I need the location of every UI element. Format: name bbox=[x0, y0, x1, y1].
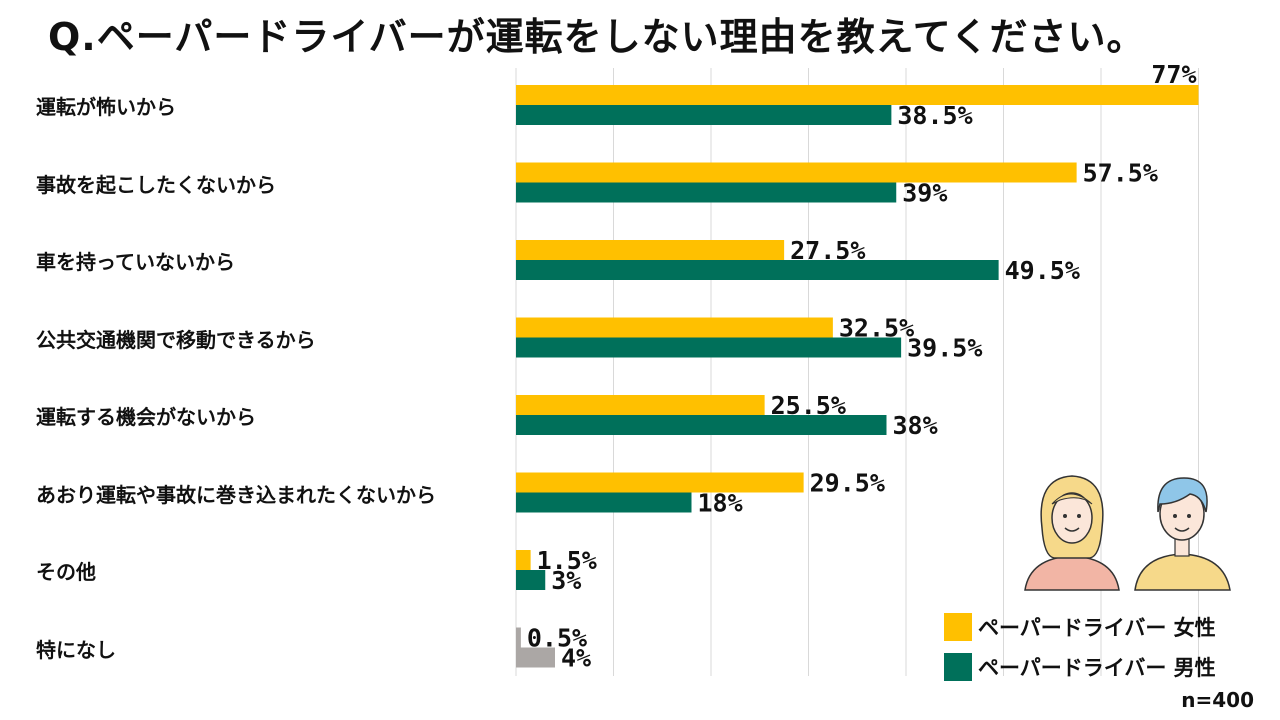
man-icon bbox=[1134, 477, 1231, 591]
legend-label-female: ペーパードライバー 女性 bbox=[978, 616, 1216, 640]
bar-female-7 bbox=[516, 627, 521, 648]
bar-male-0 bbox=[516, 105, 892, 125]
category-label: 公共交通機関で移動できるから bbox=[36, 327, 316, 352]
bar-female-1 bbox=[516, 162, 1077, 183]
category-label: 事故を起こしたくないから bbox=[36, 172, 276, 197]
legend-item-male: ペーパードライバー 男性 bbox=[944, 650, 1216, 684]
sample-size-note: n=400 bbox=[1181, 688, 1254, 712]
chart-title: Q.ペーパードライバーが運転をしない理由を教えてください。 bbox=[48, 15, 1146, 59]
bar-male-1 bbox=[516, 182, 897, 203]
bar-male-6 bbox=[516, 570, 546, 590]
legend: ペーパードライバー 女性 ペーパードライバー 男性 bbox=[944, 610, 1216, 690]
bar-female-0 bbox=[516, 85, 1199, 105]
woman-icon bbox=[1024, 475, 1120, 591]
legend-swatch-male bbox=[944, 653, 972, 681]
data-label: 38% bbox=[893, 411, 938, 440]
data-label: 3% bbox=[551, 566, 581, 595]
bar-female-3 bbox=[516, 317, 833, 338]
bar-female-4 bbox=[516, 395, 765, 415]
data-label: 39.5% bbox=[907, 334, 982, 363]
bar-female-5 bbox=[516, 472, 804, 493]
legend-label-male: ペーパードライバー 男性 bbox=[978, 656, 1216, 680]
data-label: 57.5% bbox=[1083, 159, 1158, 188]
bar-male-3 bbox=[516, 337, 902, 358]
bar-male-7 bbox=[516, 647, 555, 668]
data-label: 29.5% bbox=[810, 469, 885, 498]
category-label: 運転する機会がないから bbox=[36, 405, 256, 429]
bar-female-6 bbox=[516, 550, 531, 570]
category-label: その他 bbox=[36, 560, 96, 584]
bar-female-2 bbox=[516, 240, 785, 260]
data-label: 49.5% bbox=[1005, 256, 1080, 285]
category-label: あおり運転や事故に巻き込まれたくないから bbox=[36, 482, 436, 507]
data-label: 77% bbox=[1151, 60, 1196, 89]
bar-male-2 bbox=[516, 260, 999, 280]
bar-male-5 bbox=[516, 492, 692, 513]
category-label: 特になし bbox=[36, 637, 116, 662]
people-illustration bbox=[1024, 475, 1231, 591]
legend-swatch-female bbox=[944, 613, 972, 641]
bar-male-4 bbox=[516, 415, 887, 435]
category-label: 車を持っていないから bbox=[36, 250, 235, 274]
data-label: 4% bbox=[561, 644, 591, 673]
legend-item-female: ペーパードライバー 女性 bbox=[944, 610, 1216, 644]
data-label: 1.5% bbox=[537, 546, 597, 575]
data-label: 18% bbox=[698, 489, 743, 518]
category-label: 運転が怖いから bbox=[36, 95, 176, 119]
data-label: 38.5% bbox=[897, 101, 972, 130]
data-label: 39% bbox=[902, 179, 947, 208]
